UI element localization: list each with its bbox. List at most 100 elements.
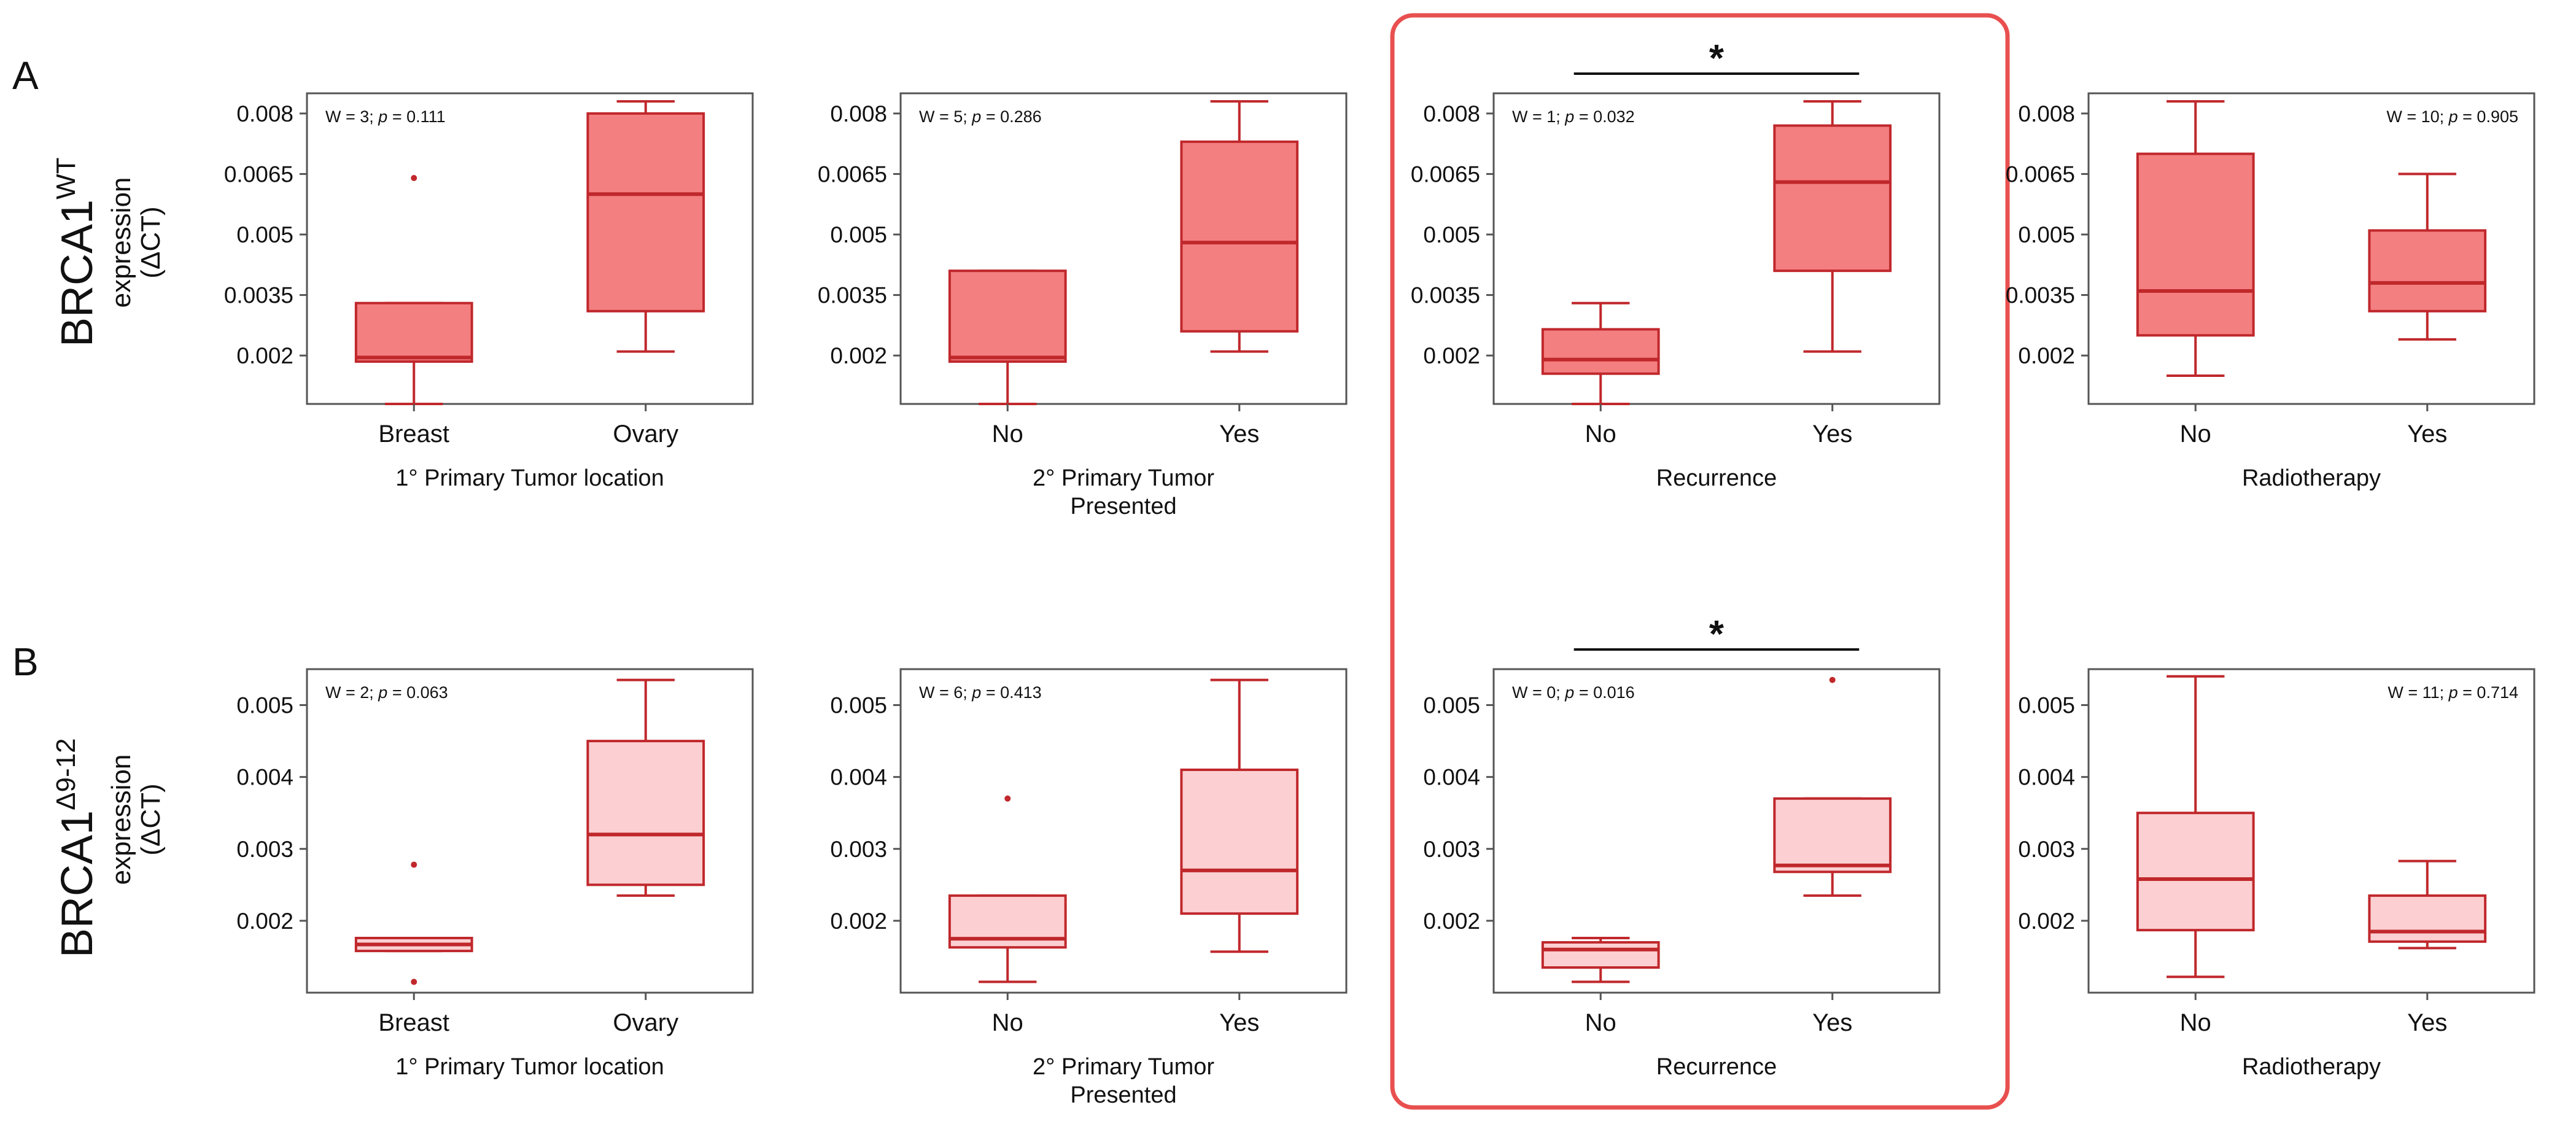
stat-annotation: W = 0; p = 0.016 <box>1512 683 1635 702</box>
box-no <box>948 269 1067 405</box>
y-tick-label: 0.002 <box>236 343 293 368</box>
category-label: Ovary <box>613 421 678 448</box>
iqr-box <box>1773 797 1892 874</box>
panel-b-y-axis-title: BRCA1Δ9-12 expression (ΔCT) <box>51 738 166 958</box>
y-tick-label: 0.002 <box>830 909 887 934</box>
recurrence-highlight-frame <box>1390 13 2010 1110</box>
y-tick-label: 0.004 <box>830 765 887 790</box>
x-axis-title: 1° Primary Tumor location <box>395 465 664 491</box>
stat-annotation: W = 5; p = 0.286 <box>919 107 1042 126</box>
y-tick-label: 0.004 <box>1423 765 1480 790</box>
y-tick-label: 0.008 <box>830 101 887 126</box>
category-label: Yes <box>2407 421 2447 448</box>
x-axis-title: Presented <box>1070 494 1176 519</box>
category-label: Yes <box>1812 1009 1852 1036</box>
category-label: No <box>2180 1009 2211 1036</box>
box-ovary <box>586 100 705 353</box>
y-tick-label: 0.002 <box>236 909 293 934</box>
stat-annotation: W = 1; p = 0.032 <box>1512 107 1635 126</box>
category-label: No <box>1585 421 1616 448</box>
x-axis-title: 1° Primary Tumor location <box>395 1054 664 1080</box>
y-tick-label: 0.0035 <box>1411 283 1480 308</box>
y-tick-label: 0.003 <box>236 837 293 862</box>
category-label: No <box>992 1009 1023 1036</box>
y-tick-label: 0.002 <box>830 343 887 368</box>
y-tick-label: 0.002 <box>2018 909 2075 934</box>
x-axis-title: 2° Primary Tumor <box>1033 1054 1214 1080</box>
y-tick-label: 0.004 <box>236 765 293 790</box>
panel-a-y-axis-title: BRCA1WT expression (ΔCT) <box>51 158 166 347</box>
plot-frame <box>306 668 754 994</box>
y-tick-label: 0.004 <box>2018 765 2075 790</box>
panel-label-b: B <box>12 640 39 684</box>
iqr-box <box>2136 812 2255 932</box>
iqr-box <box>586 112 705 312</box>
y-tick-label: 0.0035 <box>224 283 293 308</box>
category-label: Yes <box>1219 1009 1259 1036</box>
outlier-point <box>1829 677 1836 683</box>
box-breast <box>354 861 473 985</box>
panel-a-gene-label: BRCA1WT <box>51 158 102 347</box>
charts-container: 0.002 0.0035 0.005 0.0065 0.008 W = 3; p = 0.… <box>224 37 2535 1108</box>
plot-frame <box>306 92 754 405</box>
outlier-point <box>411 979 417 985</box>
category-label: No <box>2180 421 2211 448</box>
plot-frame <box>1492 668 1941 994</box>
box-yes <box>1773 677 1892 897</box>
y-tick-label: 0.005 <box>1423 693 1480 718</box>
panel-b-ylabel-line1: expression <box>106 754 136 885</box>
stat-annotation: W = 2; p = 0.063 <box>325 683 448 702</box>
y-tick-label: 0.003 <box>830 837 887 862</box>
y-tick-label: 0.005 <box>830 222 887 247</box>
stat-annotation: W = 6; p = 0.413 <box>919 683 1042 702</box>
iqr-box <box>2368 229 2487 312</box>
x-axis-title: Presented <box>1070 1082 1176 1108</box>
box-no <box>1541 936 1660 983</box>
box-no <box>948 795 1067 983</box>
y-tick-label: 0.005 <box>236 693 293 718</box>
box-yes <box>2368 173 2487 341</box>
y-tick-label: 0.005 <box>236 222 293 247</box>
box-ovary <box>586 678 705 897</box>
x-axis-title: Radiotherapy <box>2242 465 2381 491</box>
plot-frame <box>899 92 1348 405</box>
y-tick-label: 0.0065 <box>1411 161 1480 187</box>
x-axis-title: 2° Primary Tumor <box>1033 465 1214 491</box>
box-plot-r1-c0: 0.002 0.003 0.004 0.005 W = 2; p = 0.063 Brea… <box>236 668 754 1080</box>
category-label: Yes <box>1219 421 1259 448</box>
panel-b-ylabel-line2: (ΔCT) <box>136 783 166 855</box>
y-tick-label: 0.0065 <box>818 161 887 187</box>
y-tick-label: 0.008 <box>2018 101 2075 126</box>
y-tick-label: 0.0065 <box>2006 161 2075 187</box>
panel-label-a: A <box>12 53 39 98</box>
y-tick-label: 0.005 <box>2018 693 2075 718</box>
iqr-box <box>586 740 705 886</box>
iqr-box <box>1180 140 1299 333</box>
iqr-box <box>2136 152 2255 337</box>
plot-frame <box>1492 92 1941 405</box>
box-plot-r1-c1: 0.002 0.003 0.004 0.005 W = 6; p = 0.413 No Ye… <box>830 668 1348 1108</box>
category-label: No <box>1585 1009 1616 1036</box>
category-label: Breast <box>378 421 449 448</box>
plot-frame <box>2087 668 2535 994</box>
outlier-point <box>411 861 417 868</box>
iqr-box <box>948 269 1067 363</box>
y-tick-label: 0.005 <box>2018 222 2075 247</box>
outlier-point <box>411 175 417 181</box>
box-breast <box>354 175 473 405</box>
panel-b-gene-label: BRCA1Δ9-12 <box>51 738 102 958</box>
box-yes <box>1773 100 1892 353</box>
stat-annotation: W = 11; p = 0.714 <box>2388 683 2518 702</box>
iqr-box <box>354 301 473 363</box>
iqr-box <box>1541 941 1660 969</box>
category-label: No <box>992 421 1023 448</box>
significance-star: * <box>1709 37 1724 80</box>
box-plot-r1-c3: 0.002 0.003 0.004 0.005 W = 11; p = 0.714 No Y… <box>2018 668 2535 1080</box>
iqr-box <box>2368 894 2487 943</box>
x-axis-title: Recurrence <box>1656 1054 1777 1080</box>
y-tick-label: 0.005 <box>830 693 887 718</box>
box-plot-r0-c0: 0.002 0.0035 0.005 0.0065 0.008 W = 3; p = 0.… <box>224 92 754 491</box>
y-tick-label: 0.003 <box>2018 837 2075 862</box>
iqr-box <box>1541 328 1660 375</box>
